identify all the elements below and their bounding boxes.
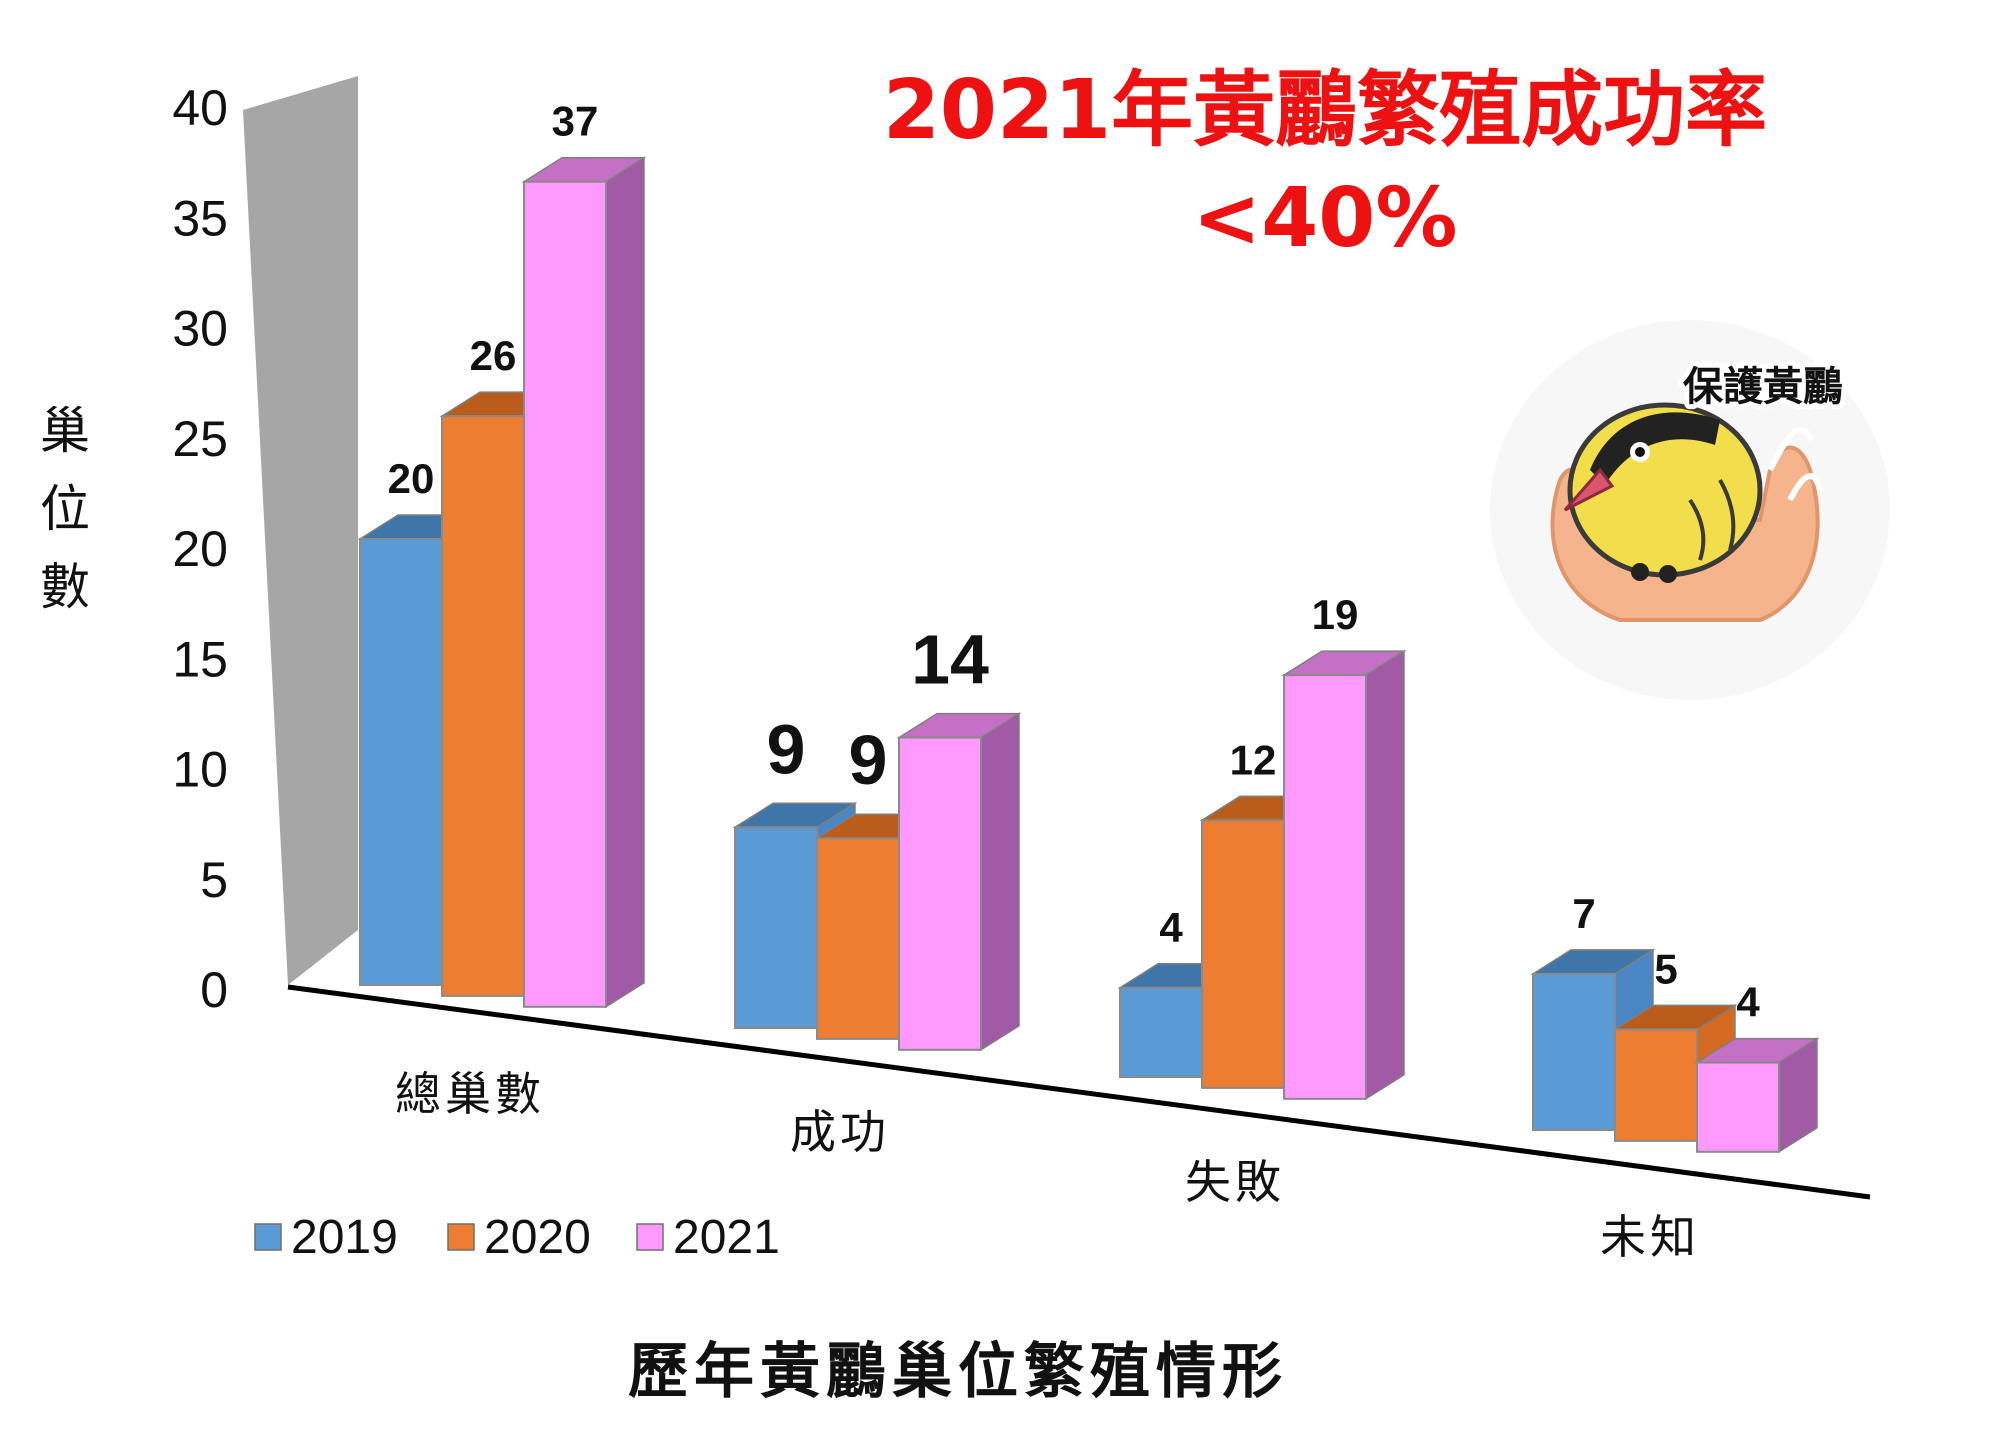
bar-2020-2 <box>1201 819 1285 1089</box>
data-label: 9 <box>767 710 806 788</box>
bars <box>357 156 1820 1154</box>
y-tick-label: 0 <box>200 962 228 1018</box>
data-label: 26 <box>470 332 517 379</box>
y-axis-label: 巢 位 數 <box>40 402 90 616</box>
badge-label: 保護黃鸝 <box>1683 364 1843 410</box>
bar-side-2021 <box>605 156 645 1009</box>
x-axis-line <box>287 984 1871 1200</box>
data-label: 4 <box>1736 979 1760 1026</box>
data-label: 4 <box>1159 904 1183 951</box>
y-axis-label-char-2: 位 <box>40 480 90 538</box>
data-label: 5 <box>1654 945 1677 992</box>
bar-2021-0 <box>523 180 607 1008</box>
bar-2020-1 <box>816 837 900 1040</box>
data-label: 20 <box>388 455 435 502</box>
oriole-in-hands-icon: 保護黃鸝 <box>1490 320 1890 700</box>
legend-label: 2020 <box>484 1211 591 1264</box>
data-labels: 20 26 37 9 9 14 4 12 19 7 5 4 <box>388 98 1761 1026</box>
bar-side-2021 <box>1365 649 1405 1101</box>
y-tick-label: 30 <box>172 301 228 357</box>
chart-back-wall <box>243 76 358 985</box>
bar-2021-2 <box>1283 674 1367 1100</box>
data-label: 12 <box>1230 736 1277 783</box>
data-label: 7 <box>1572 890 1595 937</box>
y-tick-label: 40 <box>172 80 228 136</box>
category-label: 未知 <box>1600 1210 1700 1264</box>
bar-side-2021 <box>980 712 1020 1052</box>
legend: 2019 2020 2021 <box>254 1211 780 1264</box>
y-axis-label-char-1: 巢 <box>40 402 90 460</box>
bar-2019-0 <box>359 538 443 986</box>
bar-2021-1 <box>898 736 982 1051</box>
chart-caption: 歷年黃鸝巢位繁殖情形 <box>628 1337 1288 1407</box>
data-label: 14 <box>911 621 989 699</box>
bar-2020-3 <box>1614 1028 1698 1142</box>
y-axis-ticks: 0 5 10 15 20 25 30 35 40 <box>172 80 228 1018</box>
y-axis-label-char-3: 數 <box>40 558 90 616</box>
bar-2019-3 <box>1532 972 1616 1132</box>
y-tick-label: 25 <box>172 411 228 467</box>
legend-label: 2021 <box>673 1211 780 1264</box>
y-tick-label: 35 <box>172 190 228 246</box>
data-label: 9 <box>849 721 888 799</box>
bar-2021-3 <box>1696 1061 1780 1153</box>
data-label: 37 <box>552 98 599 145</box>
legend-label: 2019 <box>291 1211 398 1264</box>
y-tick-label: 5 <box>200 852 228 908</box>
chart-subtitle: <40% <box>1193 171 1458 266</box>
bar-2019-2 <box>1119 986 1203 1078</box>
chart-title: 2021年黃鸝繁殖成功率 <box>883 63 1767 158</box>
legend-swatch-2020 <box>447 1223 475 1251</box>
category-label: 總巢數 <box>395 1067 545 1121</box>
y-tick-label: 20 <box>172 521 228 577</box>
category-label: 失敗 <box>1185 1155 1285 1209</box>
y-tick-label: 10 <box>172 742 228 798</box>
legend-swatch-2021 <box>636 1223 664 1251</box>
legend-swatch-2019 <box>254 1223 282 1251</box>
data-label: 19 <box>1312 591 1359 638</box>
bar-2020-0 <box>441 415 525 997</box>
category-label: 成功 <box>790 1105 890 1159</box>
bar-2019-1 <box>734 826 818 1029</box>
y-tick-label: 15 <box>172 631 228 687</box>
